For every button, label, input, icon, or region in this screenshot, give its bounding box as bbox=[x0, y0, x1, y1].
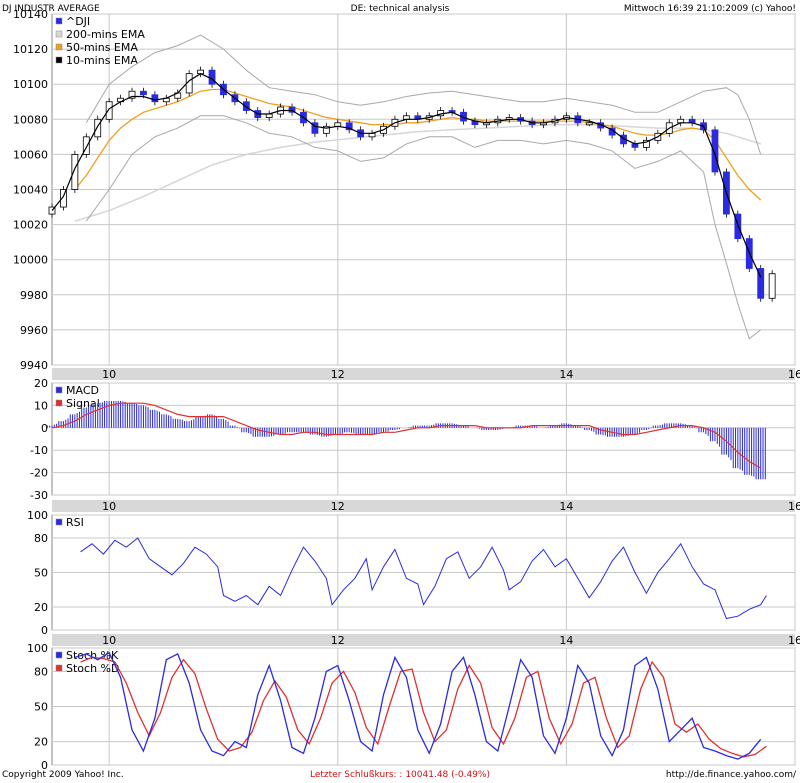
rsi-ytick-label: 0 bbox=[41, 624, 48, 637]
macd-ytick-label: 20 bbox=[34, 377, 48, 390]
stoch-k-line bbox=[74, 651, 762, 760]
macd-ytick-label: -10 bbox=[30, 444, 48, 457]
price-legend-label: 10-mins EMA bbox=[66, 54, 138, 67]
price-candle bbox=[60, 189, 67, 208]
price-ytick-label: 10000 bbox=[13, 254, 48, 267]
macd-ytick-label: 0 bbox=[41, 422, 48, 435]
footer-last-close: Letzter Schlußkurs: : 10041.48 (-0.49%) bbox=[310, 770, 490, 779]
price-ytick-label: 9980 bbox=[20, 289, 48, 302]
macd-ytick-label: -20 bbox=[30, 467, 48, 480]
price-candle bbox=[711, 129, 719, 173]
rsi-xtick-label: 12 bbox=[331, 634, 345, 647]
rsi-xtick-label: 16 bbox=[788, 634, 800, 647]
rsi-xtick-label: 10 bbox=[102, 634, 116, 647]
price-legend-swatch bbox=[55, 30, 63, 38]
macd-xtick-label: 10 bbox=[102, 500, 116, 513]
price-legend-swatch bbox=[55, 43, 63, 51]
rsi-legend-label: RSI bbox=[66, 516, 84, 529]
price-ytick-label: 10060 bbox=[13, 148, 48, 161]
price-ytick-label: 10140 bbox=[13, 8, 48, 21]
price-candle bbox=[345, 122, 353, 131]
price-ytick-label: 9960 bbox=[20, 324, 48, 337]
price-panel: 9940996099801000010020100401006010080101… bbox=[13, 8, 800, 381]
price-ytick-label: 10040 bbox=[13, 184, 48, 197]
price-candle bbox=[82, 136, 90, 155]
macd-xtick-label: 16 bbox=[788, 500, 800, 513]
price-candle bbox=[768, 273, 776, 299]
price-candle bbox=[322, 125, 330, 134]
rsi-xaxis-band bbox=[52, 634, 795, 646]
price-candle bbox=[208, 69, 216, 85]
bollinger-upper-line bbox=[85, 34, 762, 155]
ema10-line bbox=[51, 73, 762, 278]
price-legend-swatch bbox=[55, 56, 63, 64]
macd-ytick-label: -30 bbox=[30, 489, 48, 502]
price-ytick-label: 10120 bbox=[13, 43, 48, 56]
macd-xtick-label: 12 bbox=[331, 500, 345, 513]
rsi-ytick-label: 100 bbox=[27, 509, 48, 522]
stoch-ytick-label: 0 bbox=[41, 759, 48, 772]
price-legend-swatch bbox=[55, 17, 63, 25]
price-legend-label: 200-mins EMA bbox=[66, 28, 145, 41]
signal-line bbox=[51, 402, 762, 469]
rsi-ytick-label: 20 bbox=[34, 601, 48, 614]
macd-ytick-label: 10 bbox=[34, 399, 48, 412]
footer-copyright: Copyright 2009 Yahoo! Inc. bbox=[2, 770, 124, 779]
price-ytick-label: 10080 bbox=[13, 113, 48, 126]
bollinger-lower-line bbox=[85, 115, 762, 340]
stoch-legend-swatch bbox=[55, 651, 63, 659]
price-candle bbox=[734, 213, 742, 240]
macd-xtick-label: 14 bbox=[559, 500, 573, 513]
price-candle bbox=[105, 101, 113, 120]
macd-legend-swatch bbox=[55, 386, 63, 394]
stoch-ytick-label: 100 bbox=[27, 642, 48, 655]
price-legend-label: 50-mins EMA bbox=[66, 41, 138, 54]
price-candle bbox=[71, 153, 79, 190]
macd-legend-swatch bbox=[55, 399, 63, 407]
rsi-xtick-label: 14 bbox=[559, 634, 573, 647]
header-title: DE: technical analysis bbox=[351, 4, 450, 14]
price-candle bbox=[128, 90, 136, 99]
ema200-line bbox=[74, 123, 761, 222]
price-candle bbox=[94, 118, 102, 138]
price-ytick-label: 10100 bbox=[13, 78, 48, 91]
stoch-ytick-label: 80 bbox=[34, 665, 48, 678]
stoch-ytick-label: 20 bbox=[34, 736, 48, 749]
price-xtick-label: 14 bbox=[559, 368, 573, 381]
stoch-legend-label: Stoch %D bbox=[66, 662, 119, 675]
header-symbol: DJ INDUSTR AVERAGE bbox=[2, 4, 100, 14]
rsi-legend-swatch bbox=[55, 518, 63, 526]
footer-url[interactable]: http://de.finance.yahoo.com/ bbox=[666, 770, 797, 780]
rsi-ytick-label: 80 bbox=[34, 532, 48, 545]
macd-legend-label: MACD bbox=[66, 384, 99, 397]
price-candle bbox=[151, 94, 159, 103]
macd-xaxis-band bbox=[52, 500, 795, 512]
price-candle bbox=[242, 101, 250, 111]
price-candle bbox=[757, 268, 765, 299]
header-timestamp: Mittwoch 16:39 21:10:2009 (c) Yahoo! bbox=[624, 4, 796, 14]
price-candle bbox=[311, 122, 319, 134]
stoch-legend-swatch bbox=[55, 664, 63, 672]
macd-legend-label: Signal bbox=[66, 397, 100, 410]
price-ytick-label: 9940 bbox=[20, 359, 48, 372]
price-xtick-label: 16 bbox=[788, 368, 800, 381]
price-xtick-label: 12 bbox=[331, 368, 345, 381]
price-xtick-label: 10 bbox=[102, 368, 116, 381]
price-candle bbox=[140, 90, 147, 96]
price-ytick-label: 10020 bbox=[13, 219, 48, 232]
rsi-line bbox=[80, 537, 767, 620]
price-legend-label: ^DJI bbox=[66, 15, 90, 28]
stoch-ytick-label: 50 bbox=[34, 701, 48, 714]
rsi-ytick-label: 50 bbox=[34, 567, 48, 580]
rsi-panel: 100 80 50 20 0 10 12 14 16 RSI bbox=[27, 509, 800, 647]
price-candle bbox=[288, 106, 296, 113]
price-xaxis-band bbox=[52, 368, 795, 380]
stoch-d-line bbox=[80, 656, 767, 758]
price-candle bbox=[643, 139, 650, 148]
price-candle bbox=[585, 122, 593, 126]
